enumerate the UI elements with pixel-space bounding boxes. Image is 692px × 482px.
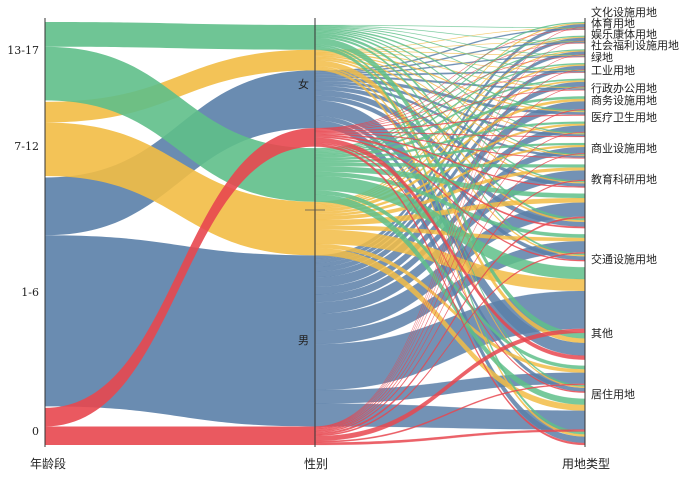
age-label-13-17: 13-17 <box>7 44 39 57</box>
flow-ribbons <box>45 21 586 446</box>
axis-title-landuse: 用地类型 <box>562 457 610 471</box>
landuse-label-医疗卫生用地: 医疗卫生用地 <box>591 110 657 124</box>
ribbon-age-0-to-男 <box>45 426 315 445</box>
landuse-label-其他: 其他 <box>591 327 613 340</box>
landuse-label-教育科研用地: 教育科研用地 <box>591 172 657 186</box>
ribbon-age-13-17-to-女 <box>45 22 315 50</box>
ribbon-age-1-6-to-男 <box>45 235 315 427</box>
gender-label-女: 女 <box>298 77 309 91</box>
landuse-label-居住用地: 居住用地 <box>591 387 635 401</box>
axis-title-gender: 性别 <box>304 457 328 471</box>
gender-label-男: 男 <box>298 334 309 347</box>
ribbon-age-7-12-to-男 <box>45 122 315 256</box>
landuse-label-社会福利设施用地: 社会福利设施用地 <box>591 38 679 52</box>
axis-lines <box>44 18 586 447</box>
age-label-1-6: 1-6 <box>21 286 39 299</box>
landuse-label-商业设施用地: 商业设施用地 <box>591 141 657 155</box>
landuse-label-文化设施用地: 文化设施用地 <box>591 5 657 19</box>
age-label-0: 0 <box>32 425 39 438</box>
landuse-label-娱乐康体用地: 娱乐康体用地 <box>591 27 657 41</box>
ribbon-age-1-6-to-女 <box>45 70 315 236</box>
ribbon-age-0-to-女 <box>45 128 315 427</box>
axis-title-age: 年龄段 <box>30 456 66 471</box>
landuse-label-体育用地: 体育用地 <box>591 16 635 30</box>
landuse-label-交通设施用地: 交通设施用地 <box>591 252 657 266</box>
landuse-label-工业用地: 工业用地 <box>591 64 635 77</box>
landuse-label-绿地: 绿地 <box>591 50 613 64</box>
landuse-label-行政办公用地: 行政办公用地 <box>591 81 657 95</box>
landuse-label-商务设施用地: 商务设施用地 <box>591 93 657 107</box>
age-label-7-12: 7-12 <box>14 140 39 153</box>
